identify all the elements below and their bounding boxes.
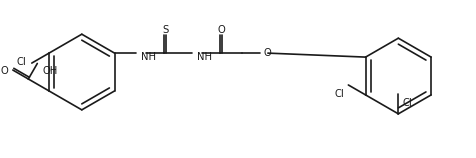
Text: Cl: Cl: [402, 98, 412, 108]
Text: NH: NH: [197, 52, 212, 62]
Text: NH: NH: [141, 52, 157, 62]
Text: O: O: [0, 66, 8, 76]
Text: S: S: [162, 25, 169, 35]
Text: O: O: [264, 48, 272, 58]
Text: O: O: [217, 25, 225, 35]
Text: OH: OH: [42, 67, 58, 76]
Text: Cl: Cl: [16, 57, 26, 67]
Text: Cl: Cl: [335, 89, 344, 99]
